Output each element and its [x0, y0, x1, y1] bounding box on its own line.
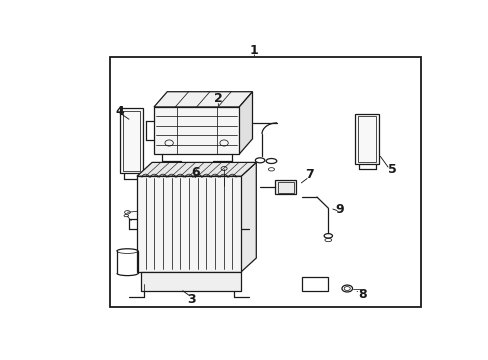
Text: 8: 8: [357, 288, 366, 301]
Polygon shape: [241, 162, 256, 272]
Text: 4: 4: [115, 105, 124, 118]
Text: 7: 7: [305, 168, 313, 181]
Text: 3: 3: [187, 293, 196, 306]
Text: 2: 2: [214, 92, 223, 105]
Bar: [141, 272, 241, 291]
Bar: [120, 108, 142, 174]
Text: 5: 5: [387, 163, 396, 176]
Bar: [110, 57, 420, 307]
Bar: [137, 176, 241, 272]
Bar: [354, 114, 379, 164]
Polygon shape: [154, 92, 252, 107]
Text: 9: 9: [335, 203, 343, 216]
Bar: [357, 116, 376, 162]
Bar: [275, 180, 296, 194]
Bar: [301, 278, 327, 291]
Polygon shape: [137, 162, 256, 176]
Bar: [154, 107, 239, 154]
Polygon shape: [239, 92, 252, 154]
Bar: [277, 182, 293, 193]
Text: 6: 6: [191, 166, 200, 179]
Text: 1: 1: [249, 44, 258, 57]
Bar: [122, 111, 139, 171]
